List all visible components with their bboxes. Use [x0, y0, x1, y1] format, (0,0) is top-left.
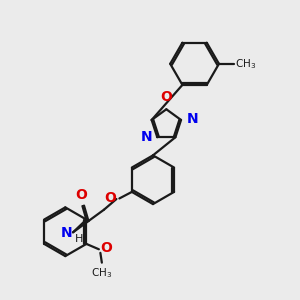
Text: CH$_3$: CH$_3$ — [91, 266, 112, 280]
Text: O: O — [75, 188, 87, 202]
Text: O: O — [104, 191, 116, 205]
Text: N: N — [186, 112, 198, 126]
Text: O: O — [100, 241, 112, 255]
Text: CH$_3$: CH$_3$ — [235, 57, 256, 71]
Text: N: N — [61, 226, 72, 240]
Text: H: H — [75, 234, 84, 244]
Text: O: O — [160, 90, 172, 104]
Text: N: N — [140, 130, 152, 144]
